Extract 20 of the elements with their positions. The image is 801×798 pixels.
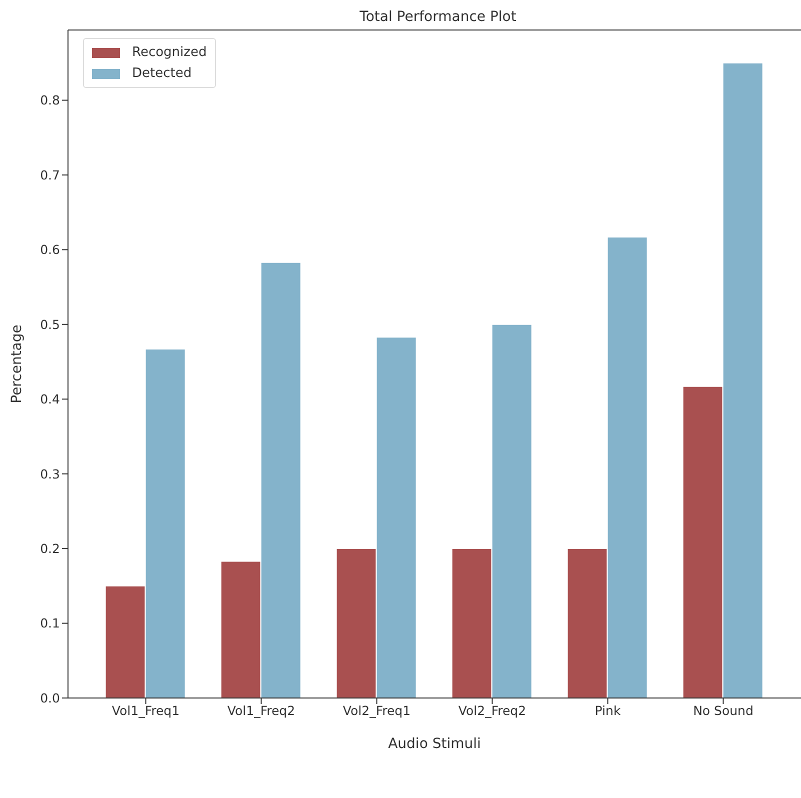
y-tick-label: 0.6 [40,242,60,258]
legend-label: Detected [132,65,192,83]
x-tick-label: Vol2_Freq2 [458,702,526,718]
x-tick-label: Vol1_Freq2 [227,702,296,718]
y-tick-label: 0.0 [40,690,60,706]
y-tick-label: 0.8 [40,92,60,108]
x-tick-label: Vol1_Freq1 [112,702,180,718]
y-tick-label: 0.5 [40,316,60,332]
y-tick-label: 0.3 [40,466,60,482]
x-tick-label: Vol2_Freq1 [342,702,411,718]
y-axis-title: Percentage [8,324,25,404]
x-axis-title: Audio Stimuli [388,736,481,752]
legend-label: Recognized [132,44,207,62]
y-tick-label: 0.7 [40,167,60,182]
y-tick-label: 0.1 [40,616,60,631]
x-tick-label: Pink [594,702,622,718]
y-tick-label: 0.2 [40,540,60,556]
chart-title: Total Performance Plot [358,9,517,25]
y-tick-label: 0.4 [40,392,60,407]
x-tick-label: No Sound [693,702,754,718]
